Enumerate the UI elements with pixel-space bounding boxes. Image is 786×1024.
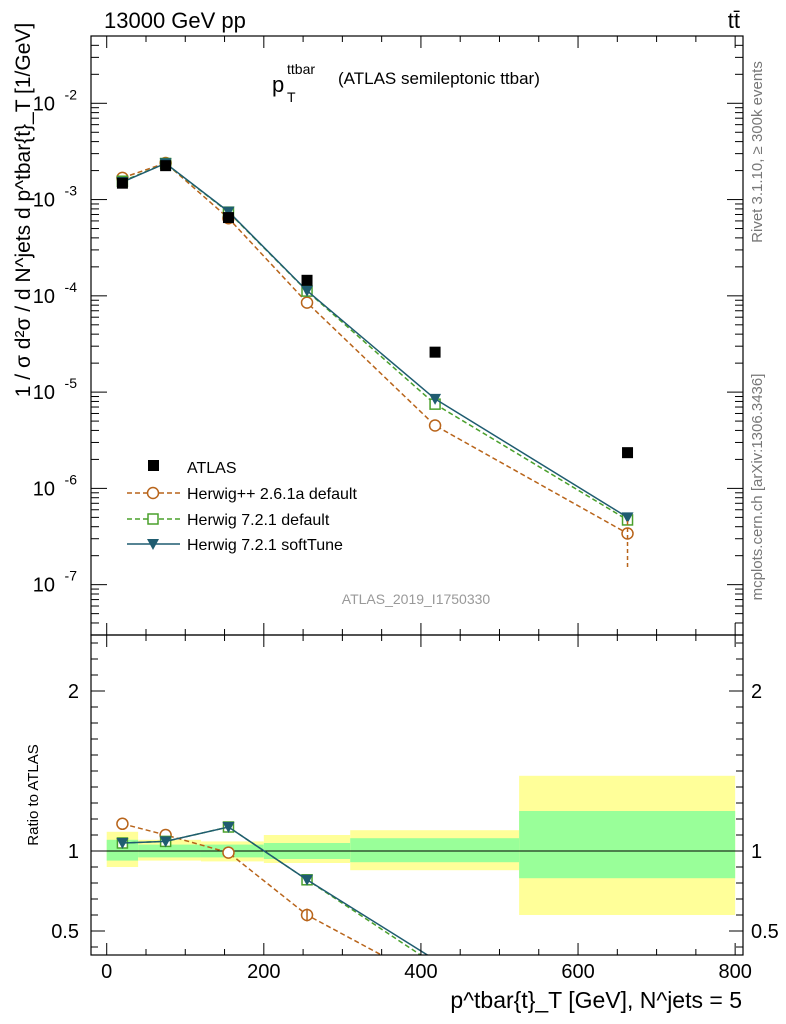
ratio-tick-label-left-1: 1 bbox=[68, 841, 79, 863]
ratio-tick-label-left-0: 0.5 bbox=[51, 921, 79, 943]
series-line-0 bbox=[122, 162, 628, 535]
title-main: p bbox=[272, 72, 284, 97]
ratio-tick-label-right-1: 1 bbox=[751, 841, 762, 863]
axis-ticks: 0 200 400 600 800 10 -7 10 -6 10 -5 10 -4 10 -3 10 -2 0.5… bbox=[33, 35, 779, 983]
y-tick-label-4: 10 bbox=[33, 190, 55, 212]
plot-title: p ttbar T (ATLAS semileptonic ttbar) bbox=[272, 61, 540, 105]
atlas-point-1 bbox=[160, 160, 172, 172]
ratio-tick-label-right-0: 0.5 bbox=[751, 921, 779, 943]
x-tick-label-2: 400 bbox=[404, 961, 437, 983]
legend-symbol-1 bbox=[147, 513, 159, 525]
legend-symbol-2 bbox=[147, 539, 159, 550]
ratio-tick-label-left-2: 2 bbox=[68, 681, 79, 703]
ratio-2-point-2 bbox=[222, 822, 235, 833]
x-tick-label-1: 200 bbox=[247, 961, 280, 983]
atlas-point-3 bbox=[301, 274, 313, 286]
atlas-point-0 bbox=[116, 177, 128, 189]
plot-frames bbox=[90, 35, 744, 956]
ratio-line-2 bbox=[122, 826, 429, 955]
legend-marker-herwigpp bbox=[127, 486, 180, 500]
atlas-point-2 bbox=[222, 212, 234, 224]
process-label: 13000 GeV pp bbox=[104, 8, 246, 33]
y-tick-label-exp-5: -2 bbox=[65, 86, 78, 102]
y-tick-label-3: 10 bbox=[33, 286, 55, 308]
rivet-side-label: Rivet 3.1.10, ≥ 300k events bbox=[749, 61, 766, 243]
series-2-point-5 bbox=[621, 512, 634, 524]
ratio-2-point-3 bbox=[301, 874, 314, 886]
legend-symbol-0 bbox=[146, 486, 160, 500]
ratio-uncertainty-bands bbox=[106, 775, 736, 915]
y-tick-label-5: 10 bbox=[33, 93, 55, 115]
x-tick-label-3: 600 bbox=[561, 961, 594, 983]
series-0-point-4 bbox=[428, 419, 442, 432]
y-axis-title: 1 / σ d²σ / d N^jets d p^tbar{t}_T [1/Ge… bbox=[12, 23, 35, 397]
legend-label-herwigpp: Herwig++ 2.6.1a default bbox=[187, 486, 357, 503]
final-state-label: tt̄ bbox=[728, 8, 740, 33]
ratio-band-stat-4 bbox=[350, 838, 520, 863]
y-tick-label-2: 10 bbox=[33, 382, 55, 404]
series-0-point-3 bbox=[300, 296, 314, 309]
ratio-0-point-2 bbox=[222, 846, 235, 859]
ratio-tick-label-right-2: 2 bbox=[751, 681, 762, 703]
mcplots-side-label: mcplots.cern.ch [arXiv:1306.3436] bbox=[749, 374, 766, 601]
series-line-2 bbox=[122, 162, 628, 519]
atlas-point-5 bbox=[622, 447, 634, 459]
ratio-band-stat-0 bbox=[106, 839, 139, 861]
y-tick-label-exp-4: -3 bbox=[65, 183, 78, 199]
title-rest: (ATLAS semileptonic ttbar) bbox=[338, 69, 540, 88]
atlas-data-layer bbox=[116, 160, 634, 459]
series-2-point-3 bbox=[301, 285, 314, 297]
ratio-0-point-0 bbox=[116, 817, 129, 831]
ratio-plot-frame bbox=[90, 634, 744, 956]
analysis-id-label: ATLAS_2019_I1750330 bbox=[342, 591, 491, 607]
ratio-y-axis-title: Ratio to ATLAS bbox=[25, 744, 42, 845]
ratio-series-layer bbox=[116, 817, 429, 955]
title-sub: T bbox=[287, 89, 296, 105]
title-sup: ttbar bbox=[287, 61, 315, 77]
y-tick-label-1: 10 bbox=[33, 478, 55, 500]
legend-label-herwig721-softtune: Herwig 7.2.1 softTune bbox=[187, 537, 343, 554]
series-layer bbox=[116, 156, 634, 570]
ratio-2-point-1 bbox=[159, 836, 172, 848]
legend: ATLAS Herwig++ 2.6.1a default Herwig 7.2… bbox=[127, 460, 357, 554]
y-tick-label-exp-0: -7 bbox=[65, 568, 78, 584]
legend-marker-herwig721-default bbox=[127, 513, 180, 525]
x-tick-label-0: 0 bbox=[101, 961, 112, 983]
ratio-2-point-0 bbox=[116, 838, 129, 849]
legend-label-herwig721-default: Herwig 7.2.1 default bbox=[187, 512, 330, 529]
legend-marker-herwig721-softtune bbox=[127, 539, 180, 550]
x-axis-title: p^tbar{t}_T [GeV], N^jets = 5 bbox=[450, 987, 742, 1013]
y-tick-label-exp-1: -6 bbox=[65, 471, 78, 487]
series-2-point-4 bbox=[429, 393, 442, 405]
y-tick-label-exp-2: -5 bbox=[65, 375, 78, 391]
x-tick-label-4: 800 bbox=[718, 961, 751, 983]
y-tick-label-exp-3: -4 bbox=[65, 279, 78, 295]
ratio-line-0 bbox=[122, 823, 384, 955]
atlas-point-4 bbox=[429, 346, 441, 358]
y-tick-label-0: 10 bbox=[33, 575, 55, 597]
ratio-band-stat-5 bbox=[519, 811, 736, 879]
legend-label-atlas: ATLAS bbox=[187, 460, 237, 477]
legend-marker-atlas bbox=[148, 460, 159, 471]
